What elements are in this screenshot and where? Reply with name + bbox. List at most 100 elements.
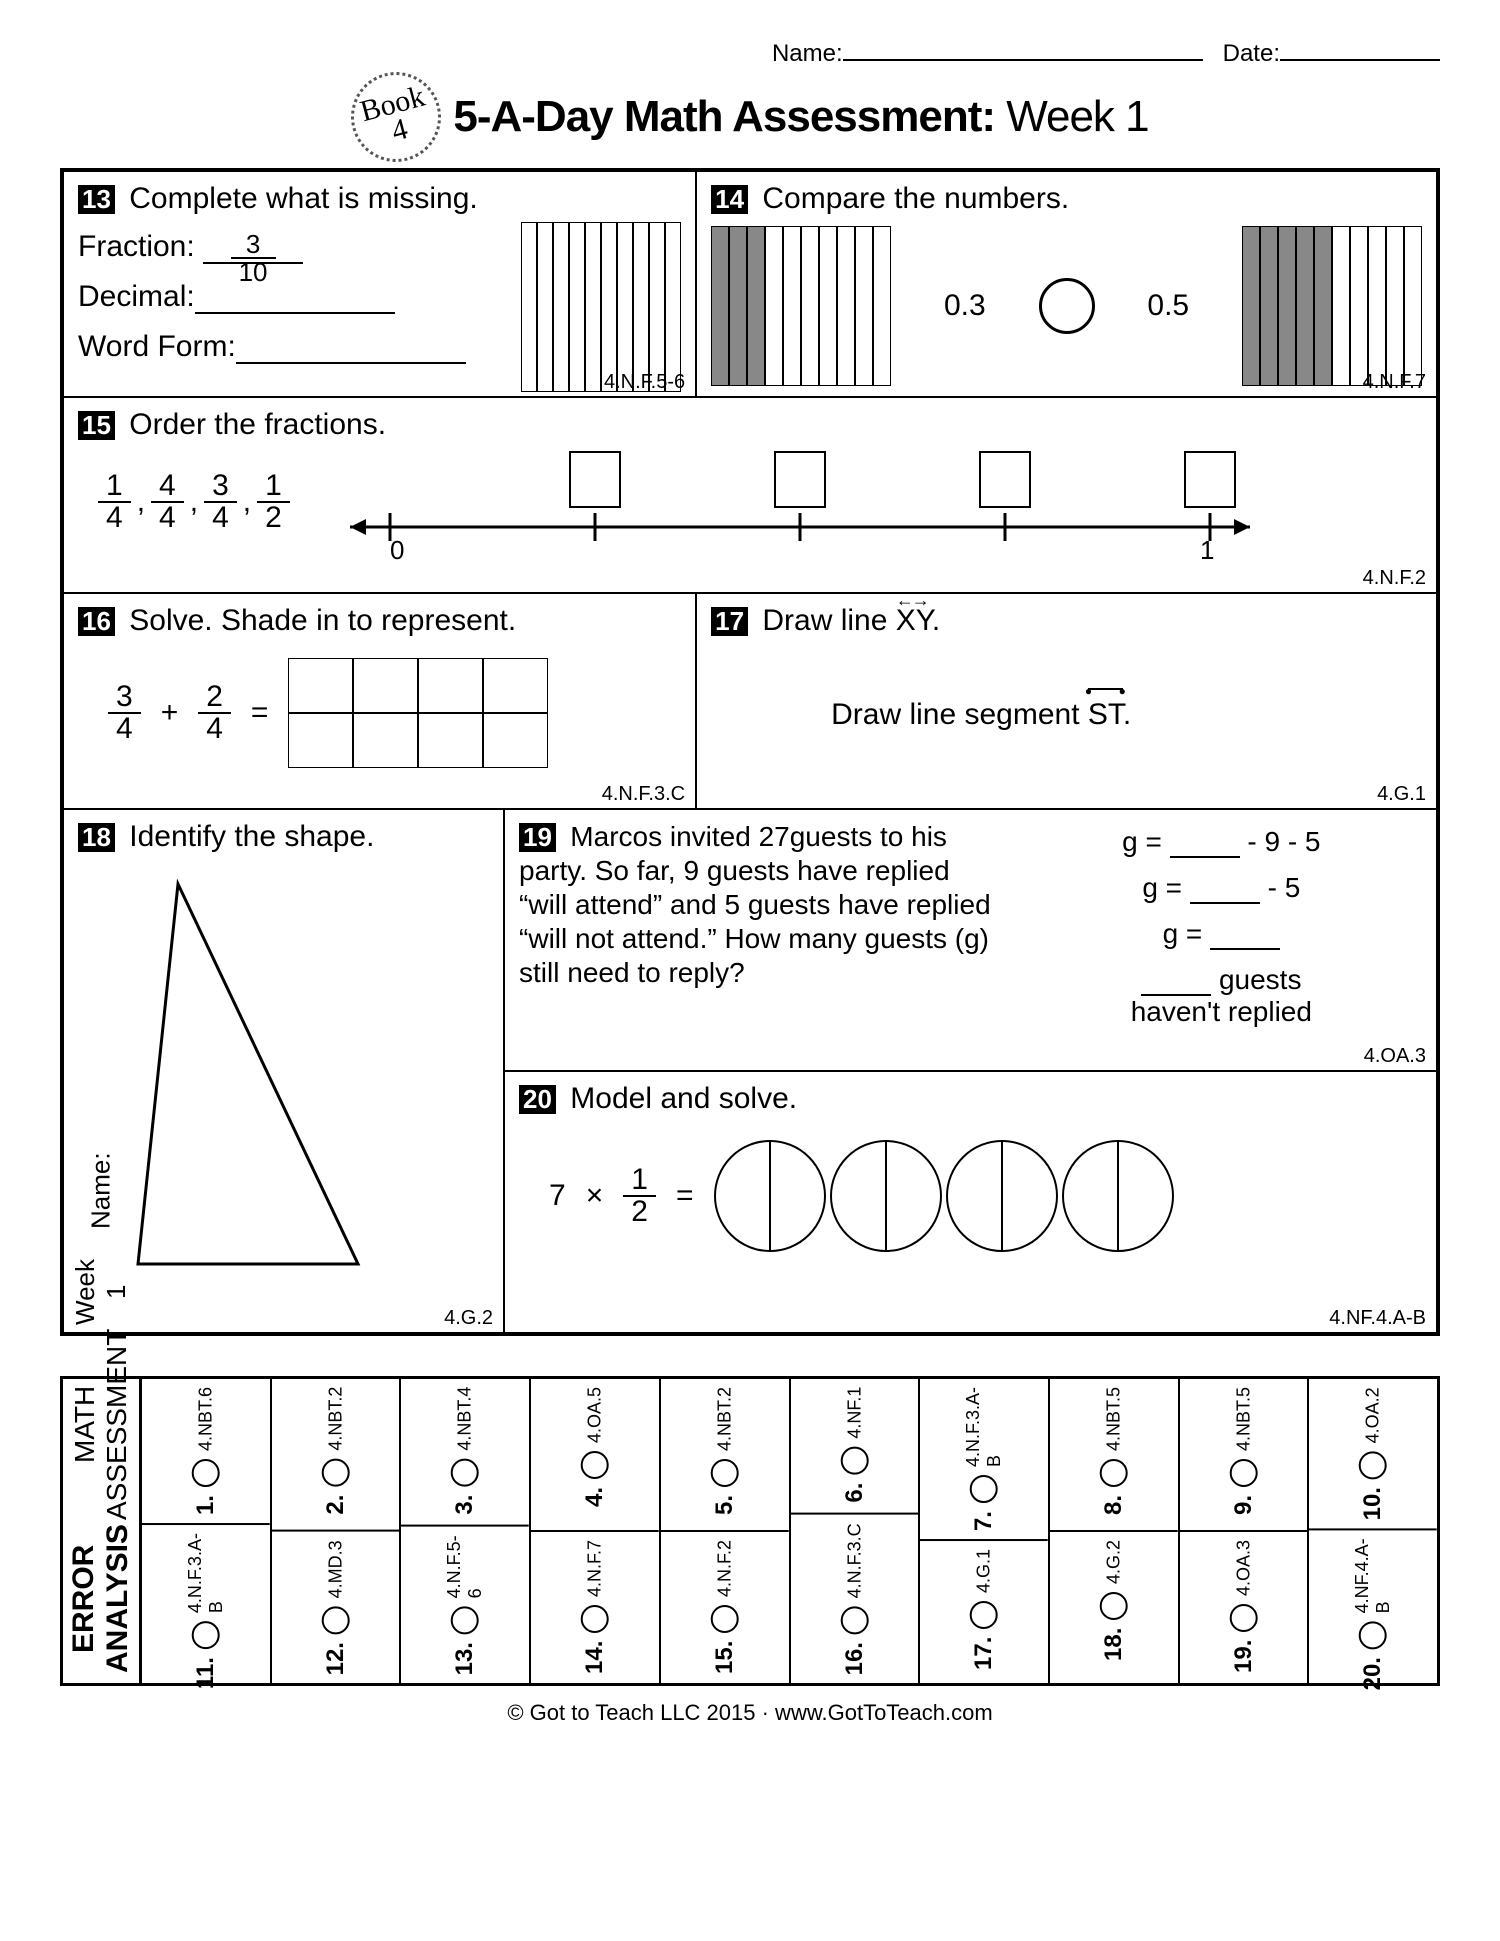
q20-std: 4.NF.4.A-B [1329,1307,1426,1330]
ea-item[interactable]: 15.4.N.F.2 [661,1532,789,1683]
ea-item[interactable]: 13.4.N.F.5-6 [401,1527,529,1683]
q14-right-val: 0.5 [1147,289,1189,323]
q20-bbot: 2 [623,1197,656,1227]
q13-num: 13 [78,185,115,214]
q19: 19 Marcos invited 27guests to his party.… [503,810,1436,1070]
q17-num: 17 [711,607,748,636]
name-label: Name: [772,40,843,67]
q17-l1a: Draw line [762,604,895,637]
ea-name-label: Name: [86,1152,117,1229]
q16-a-top: 3 [108,682,141,714]
q14-right-bars [1242,226,1422,386]
ea-item[interactable]: 16.4.N.F.3.C [791,1515,919,1683]
ea-item[interactable]: 5.4.NBT.2 [661,1379,789,1532]
q16-prompt: Solve. Shade in to represent. [129,604,516,637]
footer: © Got to Teach LLC 2015 · www.GotToTeach… [60,1700,1440,1726]
q19-num: 19 [519,823,556,852]
ea-item[interactable]: 14.4.N.F.7 [531,1532,659,1683]
ea-item[interactable]: 11.4.N.F.3.A-B [142,1525,270,1697]
ea-item[interactable]: 7.4.N.F.3.A-B [920,1379,1048,1541]
q14-left-val: 0.3 [944,289,986,323]
q17-l2a: Draw line segment [831,698,1088,731]
q14: 14 Compare the numbers. 0.3 0.5 4.N.F.7 [695,172,1436,396]
ea-item[interactable]: 6.4.NF.1 [791,1379,919,1515]
q15: 15 Order the fractions. 14 , 44 , 34 , 1… [64,398,1436,592]
q14-prompt: Compare the numbers. [762,182,1069,215]
ea-item[interactable]: 12.4.MD.3 [272,1532,400,1683]
q20-eq: = [676,1179,694,1213]
q19-w3a: g = [1163,918,1210,949]
q16-a-bot: 4 [108,714,141,744]
q13-frac-top: 3 [231,231,276,259]
q13-word-label: Word Form: [78,330,236,363]
q15-frac: 12 [257,471,290,533]
q16-num: 16 [78,607,115,636]
q17-st: ST [1088,698,1123,731]
ea-week: Week 1 [70,1259,132,1325]
q16-op: + [161,696,179,730]
q18-std: 4.G.2 [444,1307,493,1330]
q19-text: Marcos invited 27guests to his party. So… [519,821,991,988]
q20-circles [713,1136,1193,1256]
q15-fractions: 14 , 44 , 34 , 12 [98,471,290,533]
q18-num: 18 [78,823,115,852]
q19-b1[interactable] [1170,827,1240,858]
q13-word-blank[interactable] [236,331,466,364]
ea-item[interactable]: 10.4.OA.2 [1309,1379,1437,1530]
q13-dec-blank[interactable] [195,281,395,314]
q13-bars [521,222,681,392]
ea-item[interactable]: 1.4.NBT.6 [142,1379,270,1525]
q13-prompt: Complete what is missing. [129,182,477,215]
date-blank[interactable] [1280,59,1440,61]
ea-title-thin: MATH ASSESSMENT [69,1329,133,1520]
q14-compare-circle[interactable] [1039,278,1095,334]
ea-item[interactable]: 2.4.NBT.2 [272,1379,400,1532]
q19-b4[interactable] [1141,965,1211,996]
q20: 20 Model and solve. 7 × 12 = 4.NF.4.A-B [503,1070,1436,1332]
ea-title-bold: ERROR ANALYSIS [67,1524,135,1673]
q19-w1b: - 9 - 5 [1240,826,1321,857]
q17-l2c: . [1123,698,1131,731]
q15-prompt: Order the fractions. [129,408,386,441]
book-seal: Book4 [341,62,451,172]
ea-title: ERROR ANALYSIS MATH ASSESSMENT Week 1 Na… [63,1379,142,1683]
q19-w2b: - 5 [1260,872,1300,903]
ea-item[interactable]: 3.4.NBT.4 [401,1379,529,1527]
q17: 17 Draw line ←→XY. Draw line segment ●●S… [695,594,1436,808]
q13-std: 4.N.F.5-6 [604,371,685,394]
q19-w4: guests [1211,964,1301,995]
q19-w5: haven't replied [1021,996,1422,1028]
svg-text:1: 1 [1200,535,1214,562]
q16-std: 4.N.F.3.C [602,783,685,806]
q17-std: 4.G.1 [1377,783,1426,806]
q16: 16 Solve. Shade in to represent. 34 + 24… [64,594,695,808]
title-thin: Week 1 [995,92,1149,141]
ea-item[interactable]: 4.4.OA.5 [531,1379,659,1532]
q17-l1c: . [932,604,940,637]
q13: 13 Complete what is missing. Fraction: 3… [64,172,695,396]
ea-item[interactable]: 9.4.NBT.5 [1180,1379,1308,1532]
ea-item[interactable]: 8.4.NBT.5 [1050,1379,1178,1532]
page-title: 5-A-Day Math Assessment: Week 1 [453,92,1148,142]
q19-b3[interactable] [1210,919,1280,950]
title-row: Book4 5-A-Day Math Assessment: Week 1 [60,72,1440,162]
ea-item[interactable]: 18.4.G.2 [1050,1532,1178,1683]
date-label: Date: [1223,40,1280,67]
q20-prompt: Model and solve. [570,1082,797,1115]
seal-line2: 4 [388,112,411,148]
q19-std: 4.OA.3 [1364,1045,1426,1068]
ea-item[interactable]: 19.4.OA.3 [1180,1532,1308,1683]
ea-item[interactable]: 20.4.NF.4.A-B [1309,1530,1437,1698]
q19-b2[interactable] [1190,873,1260,904]
q13-dec-label: Decimal: [78,280,195,313]
q15-std: 4.N.F.2 [1363,567,1426,590]
title-bold: 5-A-Day Math Assessment: [453,92,995,141]
name-blank[interactable] [843,59,1203,61]
ea-item[interactable]: 17.4.G.1 [920,1541,1048,1683]
q14-num: 14 [711,185,748,214]
q16-eq: = [251,696,269,730]
ea-grid: 1.4.NBT.611.4.N.F.3.A-B2.4.NBT.212.4.MD.… [142,1379,1437,1683]
q20-num: 20 [519,1085,556,1114]
svg-text:0: 0 [390,535,404,562]
q20-a: 7 [549,1179,566,1213]
